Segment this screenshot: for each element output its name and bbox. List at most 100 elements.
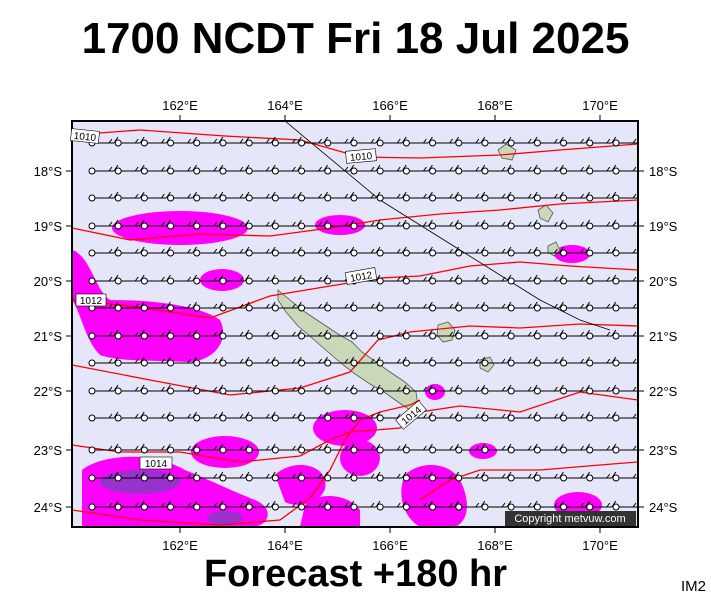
lat-label-right: 24°S — [649, 500, 678, 515]
wind-barb — [560, 191, 591, 202]
wind-barb — [350, 329, 381, 340]
wind-barb — [402, 443, 433, 454]
wind-barb — [298, 411, 329, 422]
wind-barb — [560, 471, 591, 482]
wind-barb — [298, 246, 329, 257]
wind-barb — [402, 356, 433, 367]
wind-barb — [533, 191, 564, 202]
wind-barb — [402, 471, 433, 482]
wind-barb — [114, 411, 145, 422]
wind-barb — [612, 473, 638, 482]
wind-barb — [402, 191, 433, 202]
wind-barb — [193, 246, 224, 257]
wind-barb — [219, 471, 250, 482]
wind-barb — [533, 246, 564, 257]
wind-barb — [507, 274, 538, 285]
latitude-ticks — [66, 170, 644, 508]
wind-barb — [350, 384, 381, 395]
wind-barb — [140, 384, 171, 395]
isobar-label-text: 1010 — [73, 131, 97, 144]
wind-barb — [167, 329, 198, 340]
longitude-ticks — [179, 115, 601, 533]
wind-barb — [88, 500, 119, 511]
wind-barb — [402, 136, 433, 147]
wind-barb — [298, 384, 329, 395]
wind-barb — [114, 329, 145, 340]
rain-area — [300, 495, 360, 527]
wind-barb — [298, 443, 329, 454]
wind-barb — [376, 191, 407, 202]
wind-barb — [324, 356, 355, 367]
wind-barb — [455, 443, 486, 454]
wind-barb — [114, 384, 145, 395]
wind-barb — [140, 274, 171, 285]
lat-label-left: 20°S — [34, 274, 63, 289]
wind-barb — [167, 164, 198, 175]
wind-barb — [429, 471, 460, 482]
wind-barb — [481, 301, 512, 312]
wind-barb — [219, 301, 250, 312]
wind-barb — [507, 164, 538, 175]
wind-barb — [612, 303, 638, 312]
wind-barb — [507, 191, 538, 202]
lon-label-bottom: 170°E — [582, 538, 618, 553]
lat-label-left: 22°S — [34, 384, 63, 399]
wind-barb — [586, 301, 617, 312]
wind-barb — [324, 246, 355, 257]
wind-barb — [219, 356, 250, 367]
lon-label-top: 166°E — [372, 98, 408, 113]
lon-label-top: 162°E — [162, 98, 198, 113]
wind-barb — [167, 356, 198, 367]
wind-barb — [114, 500, 145, 511]
isobar-label-text: 1014 — [145, 459, 168, 470]
wind-barb — [507, 246, 538, 257]
wind-barb — [586, 219, 617, 230]
wind-barb — [114, 274, 145, 285]
wind-barb — [481, 219, 512, 230]
wind-barb — [88, 219, 119, 230]
wind-barb — [245, 411, 276, 422]
wind-barb — [560, 411, 591, 422]
wind-barb — [140, 136, 171, 147]
wind-barb — [586, 356, 617, 367]
wind-barb — [612, 221, 638, 230]
wind-barb — [481, 471, 512, 482]
wind-barb — [193, 301, 224, 312]
wind-barb — [533, 411, 564, 422]
wind-barb — [350, 356, 381, 367]
wind-barb — [507, 136, 538, 147]
wind-barb — [376, 136, 407, 147]
isobar-1016 — [419, 461, 638, 501]
wind-barb — [324, 136, 355, 147]
wind-barb — [298, 301, 329, 312]
wind-barb — [298, 191, 329, 202]
wind-barb — [533, 301, 564, 312]
wind-barb — [88, 356, 119, 367]
wind-barb — [612, 193, 638, 202]
wind-barb — [455, 274, 486, 285]
wind-barb — [402, 219, 433, 230]
lon-label-bottom: 166°E — [372, 538, 408, 553]
wind-barb — [324, 443, 355, 454]
wind-barb — [324, 191, 355, 202]
wind-barb — [167, 443, 198, 454]
wind-barb — [533, 443, 564, 454]
wind-barb — [88, 471, 119, 482]
wind-barb — [271, 356, 302, 367]
wind-barbs — [88, 136, 638, 511]
wind-barb — [245, 191, 276, 202]
wind-barb — [324, 500, 355, 511]
wind-barb — [376, 384, 407, 395]
isobar-label: 1012 — [75, 293, 107, 307]
wind-barb — [193, 274, 224, 285]
wind-barb — [271, 191, 302, 202]
wind-barb — [193, 219, 224, 230]
wind-barb — [298, 329, 329, 340]
wind-barb — [376, 219, 407, 230]
wind-barb — [455, 164, 486, 175]
wind-barb — [429, 274, 460, 285]
map-projection-line — [284, 121, 611, 331]
wind-barb — [481, 356, 512, 367]
wind-barb — [193, 191, 224, 202]
wind-barb — [586, 246, 617, 257]
